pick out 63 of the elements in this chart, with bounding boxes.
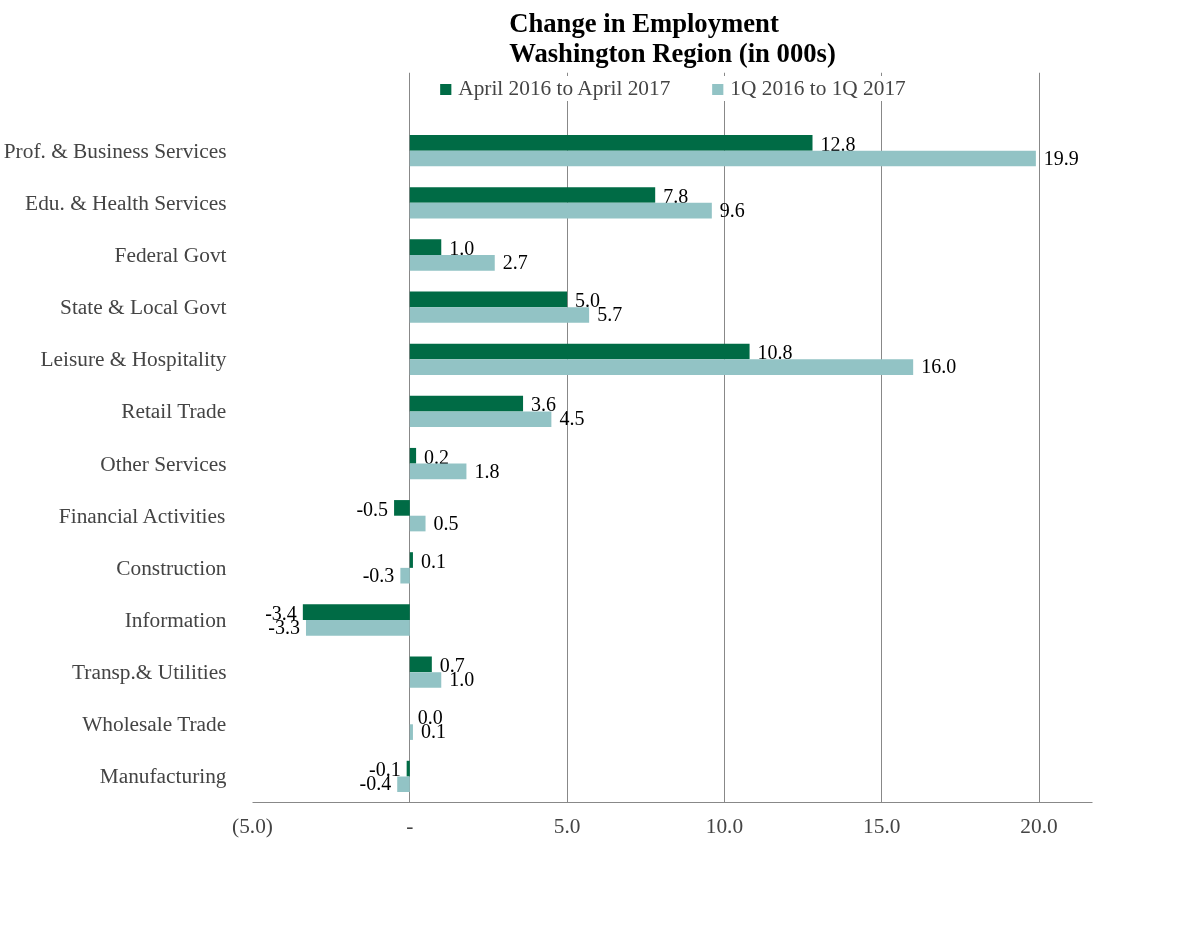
bar (305, 620, 410, 636)
bar (409, 463, 467, 480)
data-label: 0.1 (420, 549, 446, 572)
data-label: 19.9 (1043, 146, 1079, 169)
bar (409, 239, 442, 255)
y-tick-label: Leisure & Hospitality (40, 347, 227, 372)
bar (400, 567, 410, 584)
legend-label: 1Q 2016 to 1Q 2017 (730, 76, 906, 101)
y-tick-label: Prof. & Business Services (3, 138, 227, 163)
x-tick-label: 10.0 (705, 813, 744, 838)
bar (409, 395, 524, 412)
bar (397, 776, 410, 793)
y-tick-label: Retail Trade (121, 399, 227, 424)
bar (409, 515, 426, 532)
bar (394, 500, 410, 516)
y-tick-label: Manufacturing (99, 764, 227, 789)
y-tick-label: State & Local Govt (60, 295, 227, 320)
x-tick-label: 5.0 (553, 813, 581, 838)
bar (409, 135, 813, 151)
y-tick-label: Transp.& Utilities (72, 660, 227, 685)
bar (409, 552, 413, 568)
bar (409, 447, 417, 464)
y-tick-label: Federal Govt (114, 243, 227, 267)
y-tick-label: Information (124, 608, 227, 632)
x-tick-label: - (406, 813, 414, 838)
data-label: 3.6 (531, 393, 557, 416)
x-tick-label: (5.0) (232, 813, 273, 838)
bar (302, 604, 410, 620)
y-tick-label: Other Services (100, 451, 227, 476)
y-tick-label: Construction (116, 555, 227, 580)
chart-title: Change in Employment Washington Region (in 000s) (509, 7, 836, 68)
data-label: 16.0 (921, 355, 957, 378)
y-tick-label: Financial Activities (58, 503, 226, 528)
data-label: 10.8 (757, 341, 793, 364)
bar (409, 255, 495, 271)
bar (409, 150, 1036, 167)
data-label: -0.5 (356, 497, 389, 520)
bar (409, 724, 413, 740)
bar (409, 656, 432, 673)
data-label: 1.8 (474, 459, 500, 482)
x-tick-label: 15.0 (863, 813, 901, 838)
bar (409, 411, 552, 428)
bar (409, 672, 442, 688)
data-label: 9.6 (719, 198, 745, 221)
bar (409, 291, 568, 308)
bar (409, 359, 914, 375)
bar (409, 187, 656, 203)
data-label: 0.5 (433, 511, 459, 534)
data-label: -0.3 (362, 563, 395, 586)
data-label: 7.8 (663, 184, 689, 207)
data-label: 4.5 (559, 407, 585, 430)
data-label: 12.8 (820, 132, 856, 155)
y-tick-label: Wholesale Trade (82, 712, 227, 737)
y-tick-label: Edu. & Health Services (25, 190, 227, 215)
data-label: 2.7 (502, 251, 528, 273)
bar (409, 307, 590, 323)
bar (409, 343, 750, 360)
bar (409, 202, 712, 219)
data-label: 0.2 (424, 445, 450, 468)
x-tick-label: 20.0 (1020, 813, 1058, 838)
legend-label: April 2016 to April 2017 (458, 76, 671, 101)
bar (406, 760, 410, 777)
data-label: 1.0 (449, 237, 475, 259)
